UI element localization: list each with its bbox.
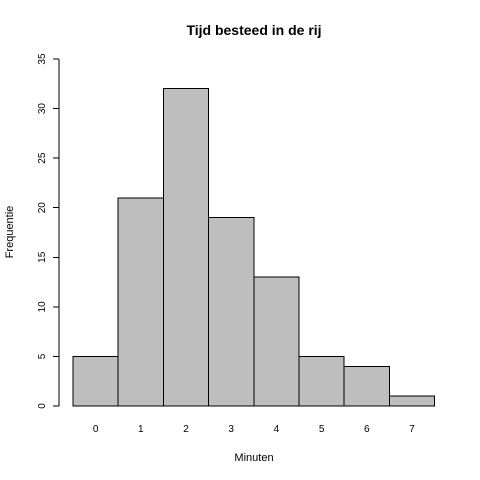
bar-1 bbox=[117, 197, 164, 407]
y-axis: 0 5 10 15 20 25 30 35 bbox=[37, 53, 60, 409]
x-tick-label-3: 3 bbox=[228, 424, 234, 435]
x-tick-label-7: 7 bbox=[409, 424, 415, 435]
bar-0 bbox=[72, 355, 119, 407]
bar-7 bbox=[388, 395, 436, 407]
y-tick-label-25: 25 bbox=[37, 152, 48, 164]
y-tick-label-30: 30 bbox=[37, 103, 48, 115]
bars-group bbox=[72, 88, 436, 407]
bar-5 bbox=[298, 355, 345, 407]
x-tick-label-2: 2 bbox=[183, 424, 189, 435]
x-tick-label-4: 4 bbox=[274, 424, 280, 435]
x-axis-label: Minuten bbox=[234, 452, 273, 464]
y-tick-label-10: 10 bbox=[37, 301, 48, 313]
bar-3 bbox=[208, 217, 255, 407]
chart-title: Tijd besteed in de rij bbox=[186, 22, 321, 38]
y-tick-label-20: 20 bbox=[37, 202, 48, 214]
x-axis-ticks: 0 1 2 3 4 5 6 7 bbox=[93, 424, 415, 435]
x-tick-label-1: 1 bbox=[138, 424, 144, 435]
y-tick-label-0: 0 bbox=[37, 403, 48, 409]
y-tick-label-5: 5 bbox=[37, 353, 48, 359]
x-tick-label-6: 6 bbox=[364, 424, 370, 435]
bar-6 bbox=[343, 365, 390, 407]
y-axis-label: Frequentie bbox=[4, 206, 16, 259]
x-tick-label-0: 0 bbox=[93, 424, 99, 435]
x-tick-label-5: 5 bbox=[319, 424, 325, 435]
bar-2 bbox=[162, 88, 210, 407]
bar-4 bbox=[253, 276, 300, 407]
y-tick-label-15: 15 bbox=[37, 251, 48, 263]
y-tick-label-35: 35 bbox=[37, 53, 48, 65]
